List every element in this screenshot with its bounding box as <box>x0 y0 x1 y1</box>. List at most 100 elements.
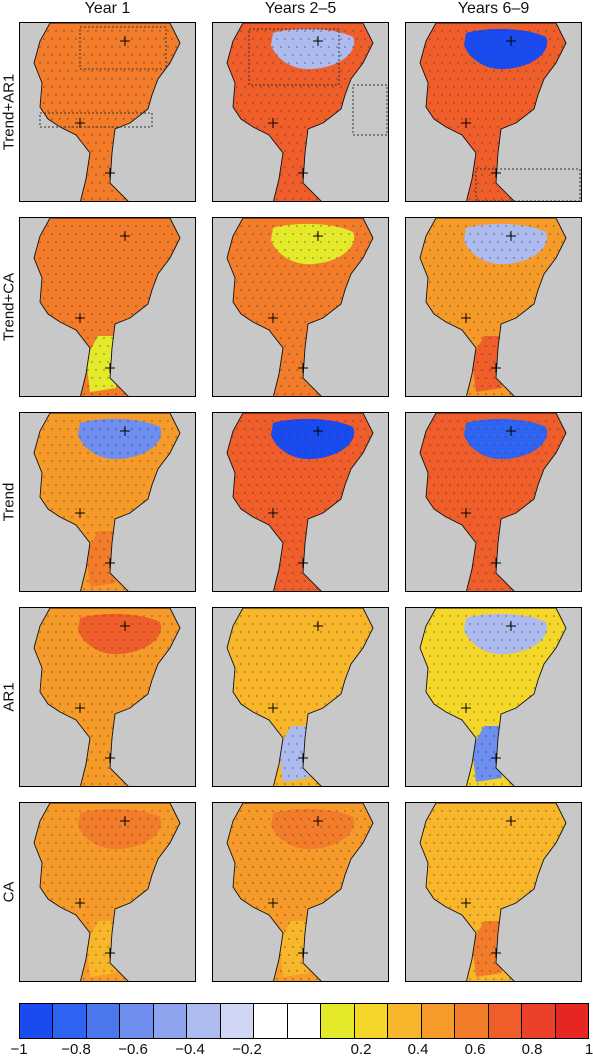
significance-dot <box>240 564 242 566</box>
significance-dot <box>224 500 225 501</box>
significance-dot <box>143 500 145 502</box>
significance-dot <box>449 420 451 422</box>
significance-dot <box>123 329 125 331</box>
significance-dot <box>55 273 57 275</box>
significance-dot <box>139 54 141 56</box>
significance-dot <box>139 588 141 590</box>
significance-dot <box>473 273 475 275</box>
significance-dot <box>183 369 184 370</box>
significance-dot <box>195 687 196 688</box>
significance-dot <box>545 353 547 355</box>
significance-dot <box>248 273 250 275</box>
significance-dot <box>284 281 286 283</box>
significance-dot <box>308 639 310 641</box>
significance-dot <box>384 385 385 386</box>
significance-dot <box>31 580 32 581</box>
significance-dot <box>437 524 439 526</box>
significance-dot <box>577 78 578 79</box>
significance-dot <box>485 460 487 462</box>
significance-dot <box>493 428 495 430</box>
significance-dot <box>111 257 113 259</box>
significance-dot <box>195 377 196 378</box>
significance-dot <box>123 508 125 510</box>
significance-dot <box>521 174 523 176</box>
significance-dot <box>332 297 334 299</box>
significance-dot <box>127 580 129 582</box>
significance-dot <box>332 524 334 526</box>
significance-dot <box>433 564 435 566</box>
significance-dot <box>553 353 555 355</box>
significance-dot <box>477 508 479 510</box>
significance-dot <box>131 687 133 689</box>
significance-dot <box>135 468 137 470</box>
significance-dot <box>27 134 28 135</box>
significance-dot <box>143 436 145 438</box>
significance-dot <box>316 281 318 283</box>
significance-dot <box>195 345 196 346</box>
significance-dot <box>195 428 196 429</box>
significance-dot <box>51 182 53 184</box>
significance-dot <box>376 142 377 143</box>
significance-dot <box>280 369 282 371</box>
significance-dot <box>376 321 377 322</box>
significance-dot <box>525 86 527 88</box>
significance-dot <box>131 182 133 184</box>
significance-dot <box>143 452 145 454</box>
significance-dot <box>99 655 101 657</box>
significance-dot <box>356 233 358 235</box>
significance-dot <box>139 393 141 395</box>
significance-dot <box>565 572 566 574</box>
significance-dot <box>421 377 423 379</box>
significance-dot <box>376 369 377 370</box>
significance-dot <box>236 166 238 168</box>
significance-dot <box>417 241 418 242</box>
significance-dot <box>368 78 370 80</box>
significance-dot <box>59 313 61 315</box>
significance-dot <box>47 484 49 486</box>
significance-dot <box>457 257 459 259</box>
significance-dot <box>252 508 254 510</box>
significance-dot <box>489 110 491 112</box>
significance-dot <box>272 94 274 96</box>
significance-dot <box>147 508 149 510</box>
significance-dot <box>224 305 225 306</box>
significance-dot <box>51 86 53 88</box>
significance-dot <box>344 369 346 371</box>
significance-dot <box>457 190 459 192</box>
significance-dot <box>308 655 310 657</box>
significance-dot <box>119 436 121 438</box>
significance-dot <box>489 30 491 32</box>
significance-dot <box>220 38 221 39</box>
significance-dot <box>525 572 527 574</box>
significance-dot <box>336 257 338 259</box>
significance-dot <box>565 86 566 88</box>
significance-dot <box>264 142 266 144</box>
significance-dot <box>537 564 539 566</box>
significance-dot <box>380 70 381 71</box>
significance-dot <box>529 305 531 307</box>
significance-dot <box>43 655 45 657</box>
significance-dot <box>183 452 184 453</box>
significance-dot <box>280 158 282 160</box>
significance-dot <box>477 460 479 462</box>
significance-dot <box>493 102 495 104</box>
significance-dot <box>541 444 543 446</box>
significance-dot <box>232 110 234 112</box>
significance-dot <box>517 102 519 104</box>
significance-dot <box>195 540 196 541</box>
significance-dot <box>131 623 133 625</box>
significance-dot <box>312 273 314 275</box>
significance-dot <box>521 142 523 144</box>
significance-dot <box>103 663 105 665</box>
significance-dot <box>509 476 511 478</box>
significance-dot <box>413 556 414 557</box>
significance-dot <box>147 671 149 673</box>
significance-dot <box>99 751 101 753</box>
significance-dot <box>236 38 238 40</box>
significance-dot <box>497 62 499 64</box>
significance-dot <box>43 639 45 641</box>
significance-dot <box>477 393 479 395</box>
significance-dot <box>280 273 282 275</box>
significance-dot <box>368 385 370 387</box>
significance-dot <box>388 393 389 394</box>
